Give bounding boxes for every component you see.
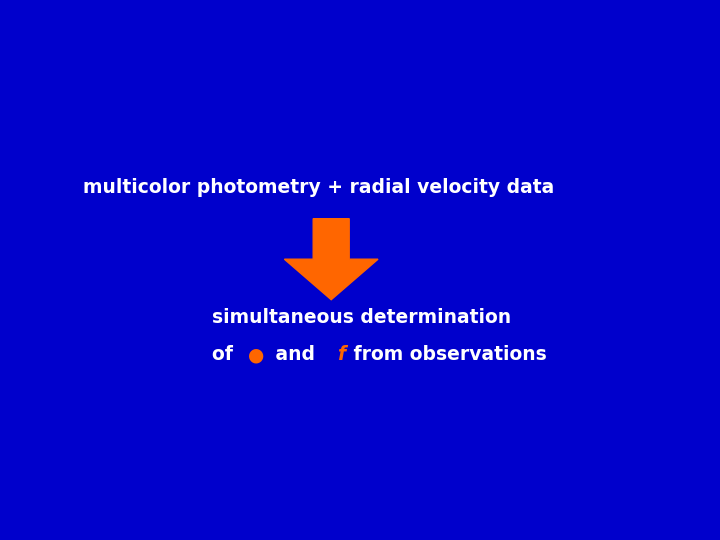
Text: ●: ● bbox=[248, 346, 264, 365]
Text: of: of bbox=[212, 346, 240, 365]
Polygon shape bbox=[284, 219, 378, 300]
Text: f: f bbox=[336, 346, 345, 365]
Text: from observations: from observations bbox=[347, 346, 546, 365]
Text: multicolor photometry + radial velocity data: multicolor photometry + radial velocity … bbox=[83, 178, 554, 197]
Text: simultaneous determination: simultaneous determination bbox=[212, 308, 511, 327]
Text: and: and bbox=[269, 346, 321, 365]
